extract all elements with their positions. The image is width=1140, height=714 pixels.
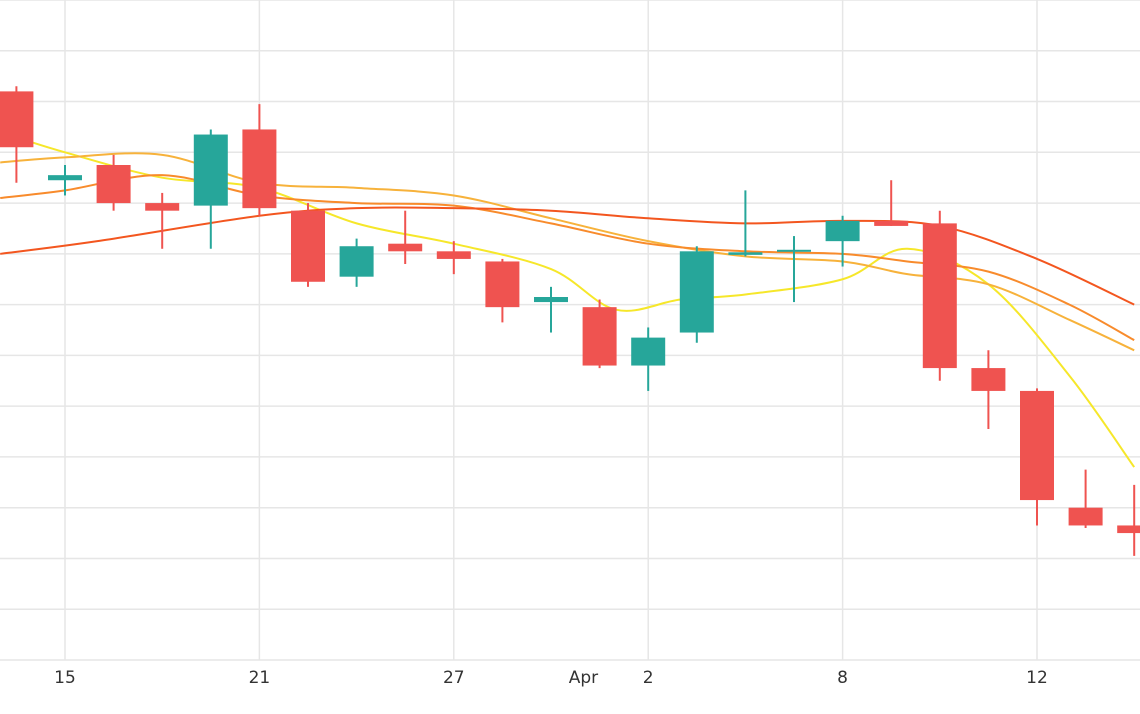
- candles: [0, 86, 1140, 556]
- moving-average-line-3: [0, 174, 1135, 342]
- x-tick-label: 12: [1026, 668, 1048, 688]
- candle-body: [485, 261, 520, 308]
- candle-body: [777, 249, 811, 252]
- candle-body: [339, 246, 374, 277]
- candle-body: [388, 243, 423, 252]
- candle-down: [971, 350, 1006, 429]
- candle-body: [1117, 525, 1140, 534]
- x-tick-label: 15: [54, 668, 76, 688]
- candle-down: [922, 210, 957, 381]
- candle-body: [1068, 507, 1103, 526]
- candle-body: [582, 307, 617, 366]
- grid-lines: [0, 0, 1140, 661]
- candle-body: [145, 203, 180, 211]
- candle-up: [339, 238, 374, 287]
- candle-down: [1068, 469, 1103, 528]
- candle-down: [96, 154, 131, 211]
- candle-body: [631, 337, 666, 366]
- candle-down: [388, 210, 423, 264]
- candle-body: [728, 252, 763, 255]
- x-tick-label: 2: [643, 668, 654, 688]
- x-tick-label: 21: [249, 668, 271, 688]
- candle-body: [922, 223, 957, 369]
- candle-body: [0, 91, 34, 148]
- x-tick-label: Apr: [569, 668, 598, 688]
- candle-down: [874, 180, 909, 226]
- candle-body: [48, 175, 82, 181]
- candle-down: [0, 86, 34, 183]
- candle-down: [485, 258, 520, 323]
- candle-down: [242, 104, 277, 216]
- candle-body: [679, 251, 714, 333]
- candle-down: [436, 241, 471, 275]
- candle-down: [1020, 388, 1054, 526]
- candle-up: [193, 129, 228, 249]
- candle-body: [971, 368, 1006, 391]
- candle-body: [193, 134, 228, 206]
- candle-body: [1020, 390, 1054, 501]
- moving-average-line-4: [0, 206, 1135, 306]
- candle-body: [825, 220, 860, 242]
- candle-down: [145, 192, 180, 249]
- candle-up: [679, 246, 714, 343]
- candle-body: [242, 129, 277, 209]
- x-tick-label: 8: [837, 668, 848, 688]
- candle-up: [631, 327, 666, 391]
- moving-average-line-2: [0, 152, 1135, 352]
- candle-body: [96, 165, 131, 204]
- candle-up: [825, 215, 860, 267]
- candle-up: [534, 286, 568, 333]
- candle-body: [534, 297, 568, 303]
- x-tick-label: 27: [443, 668, 465, 688]
- candle-body: [291, 210, 325, 282]
- x-axis-ticks: 15 21 27 Apr 2 8 12: [54, 668, 1048, 688]
- candle-body: [874, 220, 909, 226]
- candle-up: [777, 236, 811, 303]
- candle-down: [1117, 484, 1140, 556]
- candle-body: [436, 251, 471, 259]
- candle-down: [582, 299, 617, 369]
- candle-up: [48, 165, 82, 196]
- candle-up: [728, 190, 763, 257]
- candle-down: [291, 203, 325, 287]
